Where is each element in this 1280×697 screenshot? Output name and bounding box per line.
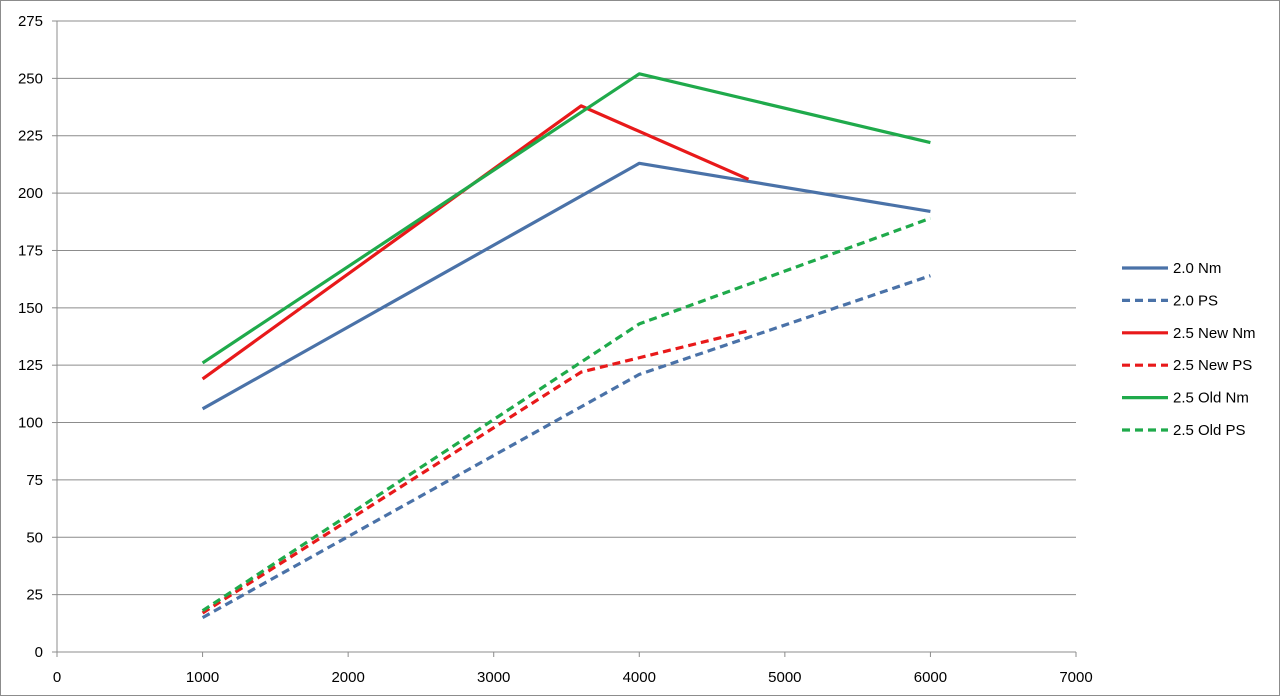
legend-label: 2.0 PS <box>1173 292 1218 309</box>
legend-label: 2.5 New Nm <box>1173 325 1256 342</box>
y-tick-label: 225 <box>18 128 43 145</box>
x-tick-label: 0 <box>53 669 61 686</box>
series-line-2-5-old-ps <box>201 216 931 613</box>
x-tick-label: 7000 <box>1059 669 1092 686</box>
y-tick-label: 50 <box>26 529 43 546</box>
x-tick-label: 5000 <box>768 669 801 686</box>
legend: 2.0 Nm 2.0 PS 2.5 New Nm 2.5 New PS 2.5 Old … <box>1122 260 1256 439</box>
legend-label: 2.5 New PS <box>1173 357 1252 374</box>
gridlines <box>57 20 1076 596</box>
y-tick-label: 75 <box>26 472 43 489</box>
series-line-2-0-ps <box>201 274 931 619</box>
series-line-2-5-new-ps <box>201 329 749 615</box>
legend-label: 2.5 Old Nm <box>1173 390 1249 407</box>
series-lines <box>201 72 931 619</box>
legend-label: 2.5 Old PS <box>1173 422 1246 439</box>
legend-label: 2.0 Nm <box>1173 260 1221 277</box>
y-tick-label: 150 <box>18 300 43 317</box>
x-tick-label: 1000 <box>186 669 219 686</box>
x-tick-label: 6000 <box>914 669 947 686</box>
x-tick-label: 3000 <box>477 669 510 686</box>
y-tick-label: 200 <box>18 185 43 202</box>
y-tick-label: 175 <box>18 242 43 259</box>
series-line-2-5-new-nm <box>201 104 750 381</box>
y-tick-label: 0 <box>35 644 43 661</box>
x-tick-label: 4000 <box>623 669 656 686</box>
axes: 0 25 50 75 100 125 150 175 200 225 250 275 0 1000 2000… <box>18 13 1093 686</box>
y-tick-label: 275 <box>18 13 43 30</box>
x-tick-label: 2000 <box>331 669 364 686</box>
y-tick-label: 125 <box>18 357 43 374</box>
y-tick-label: 100 <box>18 415 43 432</box>
y-tick-label: 250 <box>18 70 43 87</box>
series-line-2-5-old-nm <box>201 72 931 365</box>
series-line-2-0-nm <box>201 161 931 411</box>
y-tick-label: 25 <box>26 587 43 604</box>
